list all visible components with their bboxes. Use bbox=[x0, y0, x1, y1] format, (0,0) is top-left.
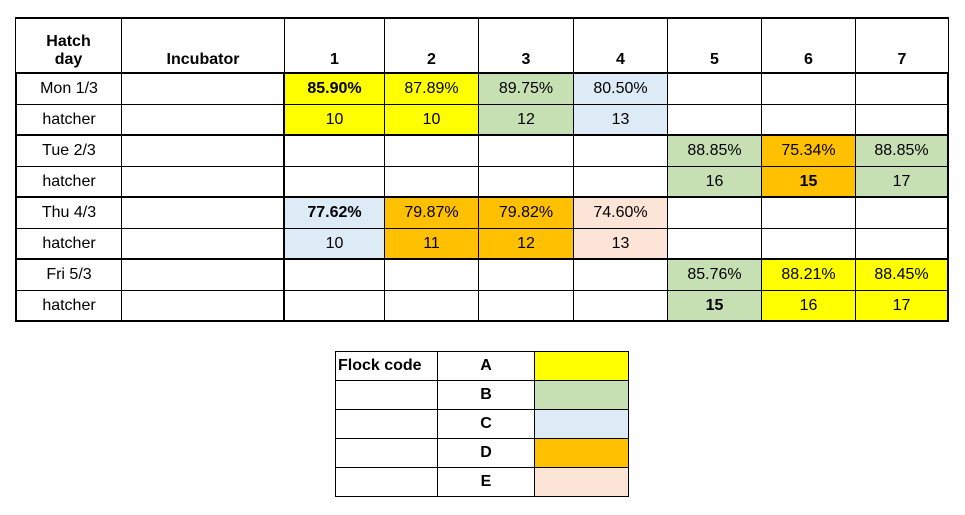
data-cell: 13 bbox=[573, 228, 668, 260]
incubator-cell bbox=[121, 290, 285, 322]
header-cell: Hatch day bbox=[15, 17, 122, 74]
legend-code: A bbox=[437, 351, 535, 381]
data-cell bbox=[478, 290, 574, 322]
row-label: hatcher bbox=[15, 166, 122, 198]
data-cell bbox=[573, 166, 668, 198]
data-cell bbox=[284, 290, 385, 322]
incubator-cell bbox=[121, 197, 285, 229]
data-cell bbox=[667, 228, 762, 260]
row-label: hatcher bbox=[15, 104, 122, 136]
data-cell: 74.60% bbox=[573, 197, 668, 229]
data-cell: 16 bbox=[667, 166, 762, 198]
header-cell: 3 bbox=[478, 17, 574, 74]
row-label: hatcher bbox=[15, 228, 122, 260]
header-cell: 5 bbox=[667, 17, 762, 74]
legend-swatch bbox=[534, 351, 629, 381]
data-cell: 17 bbox=[855, 290, 949, 322]
data-cell bbox=[284, 135, 385, 167]
data-cell: 10 bbox=[384, 104, 479, 136]
data-cell bbox=[284, 166, 385, 198]
data-cell: 88.85% bbox=[667, 135, 762, 167]
data-cell: 15 bbox=[667, 290, 762, 322]
header-cell: 2 bbox=[384, 17, 479, 74]
data-cell: 80.50% bbox=[573, 73, 668, 105]
data-cell bbox=[384, 135, 479, 167]
legend-code: B bbox=[437, 380, 535, 410]
data-cell bbox=[478, 166, 574, 198]
incubator-cell bbox=[121, 135, 285, 167]
data-cell: 85.76% bbox=[667, 259, 762, 291]
data-cell bbox=[855, 73, 949, 105]
data-cell bbox=[667, 104, 762, 136]
row-label: hatcher bbox=[15, 290, 122, 322]
data-cell bbox=[855, 104, 949, 136]
row-label: Thu 4/3 bbox=[15, 197, 122, 229]
data-cell: 13 bbox=[573, 104, 668, 136]
data-cell bbox=[667, 73, 762, 105]
data-cell bbox=[478, 259, 574, 291]
data-cell: 12 bbox=[478, 104, 574, 136]
incubator-cell bbox=[121, 228, 285, 260]
incubator-cell bbox=[121, 166, 285, 198]
data-cell bbox=[384, 166, 479, 198]
row-label: Mon 1/3 bbox=[15, 73, 122, 105]
data-cell bbox=[761, 197, 856, 229]
header-cell: 6 bbox=[761, 17, 856, 74]
data-cell: 12 bbox=[478, 228, 574, 260]
data-cell: 89.75% bbox=[478, 73, 574, 105]
legend-blank bbox=[335, 467, 438, 497]
legend-blank bbox=[335, 380, 438, 410]
data-cell bbox=[855, 228, 949, 260]
data-cell bbox=[667, 197, 762, 229]
data-cell: 79.87% bbox=[384, 197, 479, 229]
legend-blank bbox=[335, 409, 438, 439]
legend-title: Flock code bbox=[335, 351, 438, 381]
data-cell bbox=[573, 135, 668, 167]
data-cell: 10 bbox=[284, 228, 385, 260]
data-cell: 16 bbox=[761, 290, 856, 322]
data-cell bbox=[478, 135, 574, 167]
data-cell: 88.85% bbox=[855, 135, 949, 167]
data-cell: 79.82% bbox=[478, 197, 574, 229]
data-cell: 88.45% bbox=[855, 259, 949, 291]
legend-swatch bbox=[534, 438, 629, 468]
header-cell: Incubator bbox=[121, 17, 285, 74]
row-label: Fri 5/3 bbox=[15, 259, 122, 291]
legend-blank bbox=[335, 438, 438, 468]
legend-code: C bbox=[437, 409, 535, 439]
data-cell: 88.21% bbox=[761, 259, 856, 291]
header-cell: 1 bbox=[284, 17, 385, 74]
header-cell: 7 bbox=[855, 17, 949, 74]
data-cell bbox=[384, 290, 479, 322]
data-cell: 10 bbox=[284, 104, 385, 136]
legend-swatch bbox=[534, 380, 629, 410]
data-cell bbox=[284, 259, 385, 291]
data-cell: 77.62% bbox=[284, 197, 385, 229]
data-cell: 17 bbox=[855, 166, 949, 198]
data-cell bbox=[573, 290, 668, 322]
header-cell: 4 bbox=[573, 17, 668, 74]
legend-swatch bbox=[534, 409, 629, 439]
data-cell bbox=[855, 197, 949, 229]
data-cell: 85.90% bbox=[284, 73, 385, 105]
incubator-cell bbox=[121, 73, 285, 105]
legend-swatch bbox=[534, 467, 629, 497]
data-cell bbox=[761, 228, 856, 260]
data-cell bbox=[384, 259, 479, 291]
data-cell: 87.89% bbox=[384, 73, 479, 105]
data-cell bbox=[761, 73, 856, 105]
data-cell: 75.34% bbox=[761, 135, 856, 167]
data-cell: 11 bbox=[384, 228, 479, 260]
data-cell bbox=[761, 104, 856, 136]
incubator-cell bbox=[121, 104, 285, 136]
legend-code: D bbox=[437, 438, 535, 468]
data-cell bbox=[573, 259, 668, 291]
legend-code: E bbox=[437, 467, 535, 497]
row-label: Tue 2/3 bbox=[15, 135, 122, 167]
incubator-cell bbox=[121, 259, 285, 291]
data-cell: 15 bbox=[761, 166, 856, 198]
